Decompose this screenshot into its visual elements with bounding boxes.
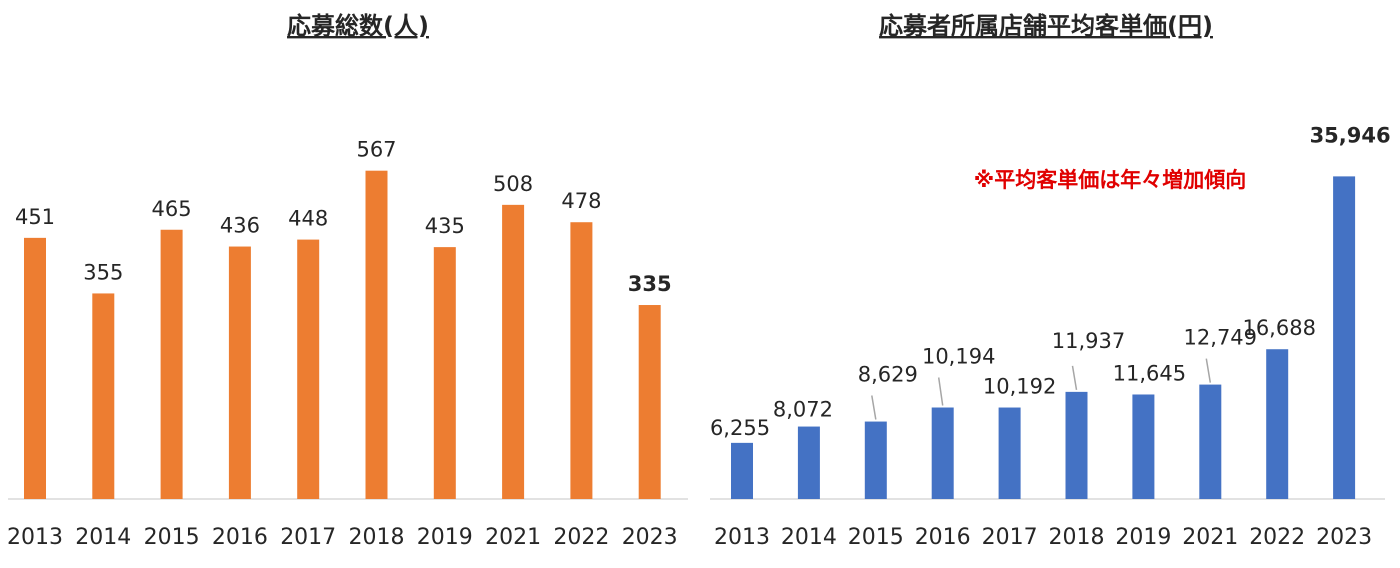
chart-title-average-spend: 応募者所属店舗平均客単価(円) — [879, 12, 1213, 40]
chart-title-applications: 応募総数(人) — [287, 12, 429, 40]
applications-bar-2014 — [92, 293, 115, 499]
bars-average-spend: 6,255 2013 8,072 2014 8,629 2015 10,194 2016 10,… — [710, 123, 1391, 550]
applications-bar-2015 — [160, 229, 183, 499]
average-spend-tick-label-2013: 2013 — [714, 525, 770, 550]
average-spend-bar-2022 — [1266, 349, 1289, 499]
average-spend-leader-line-2016 — [937, 377, 944, 406]
applications-value-label-2023: 335 — [628, 272, 672, 296]
average-spend-bar-2017 — [998, 407, 1021, 499]
average-spend-tick-label-2015: 2015 — [848, 525, 904, 550]
average-spend-value-label-2019: 11,645 — [1113, 361, 1186, 385]
average-spend-leader-line-2021 — [1205, 358, 1212, 383]
average-spend-value-label-2015: 8,629 — [858, 363, 918, 387]
average-spend-value-label-2013: 6,255 — [710, 416, 770, 440]
average-spend-tick-label-2022: 2022 — [1249, 525, 1305, 550]
applications-bar-2013 — [24, 237, 46, 499]
average-spend-bar-2019 — [1132, 394, 1155, 499]
applications-total-chart: 応募総数(人) 451 2013 355 2014 465 2015 436 2016 448 2… — [7, 12, 688, 550]
applications-tick-label-2017: 2017 — [280, 525, 336, 550]
bars-applications: 451 2013 355 2014 465 2015 436 2016 448 2017 567 20… — [7, 138, 678, 550]
applications-bar-2017 — [297, 239, 320, 499]
average-spend-value-label-2014: 8,072 — [773, 398, 833, 422]
average-spend-bar-2021 — [1199, 384, 1222, 499]
average-spend-tick-label-2023: 2023 — [1316, 525, 1372, 550]
applications-bar-2022 — [570, 222, 593, 499]
applications-value-label-2017: 448 — [288, 207, 328, 231]
applications-value-label-2013: 451 — [15, 205, 55, 229]
applications-tick-label-2018: 2018 — [349, 525, 405, 550]
average-spend-tick-label-2017: 2017 — [982, 525, 1038, 550]
average-spend-bar-2013 — [731, 442, 753, 499]
applications-tick-label-2021: 2021 — [485, 525, 541, 550]
applications-bar-2021 — [502, 204, 525, 499]
average-spend-leader-line-2018 — [1071, 365, 1078, 390]
average-spend-chart: 応募者所属店舗平均客単価(円) ※平均客単価は年々増加傾向 6,255 2013 8… — [710, 12, 1391, 550]
average-spend-bar-2016 — [931, 407, 954, 499]
average-spend-value-label-2018: 11,937 — [1052, 329, 1125, 353]
applications-tick-label-2016: 2016 — [212, 525, 268, 550]
average-spend-bar-2014 — [797, 426, 820, 499]
applications-value-label-2014: 355 — [83, 260, 123, 284]
applications-value-label-2016: 436 — [220, 214, 260, 238]
average-spend-value-label-2017: 10,192 — [983, 375, 1056, 399]
average-spend-tick-label-2019: 2019 — [1115, 525, 1171, 550]
applications-bar-2019 — [433, 247, 456, 499]
average-spend-value-label-2022: 16,688 — [1242, 316, 1315, 340]
average-spend-value-label-2021: 12,749 — [1184, 326, 1257, 350]
applications-value-label-2022: 478 — [561, 189, 601, 213]
average-spend-leader-line-2015 — [871, 395, 877, 420]
applications-bar-2018 — [365, 170, 388, 499]
average-spend-tick-label-2021: 2021 — [1182, 525, 1238, 550]
average-spend-tick-label-2014: 2014 — [781, 525, 837, 550]
average-spend-tick-label-2016: 2016 — [915, 525, 971, 550]
average-spend-bar-2023 — [1333, 176, 1356, 499]
applications-tick-label-2015: 2015 — [144, 525, 200, 550]
average-spend-value-label-2016: 10,194 — [922, 345, 995, 369]
applications-tick-label-2014: 2014 — [75, 525, 131, 550]
applications-bar-2023 — [638, 305, 661, 499]
applications-tick-label-2013: 2013 — [7, 525, 63, 550]
applications-value-label-2018: 567 — [356, 138, 396, 162]
applications-tick-label-2023: 2023 — [622, 525, 678, 550]
average-spend-bar-2018 — [1065, 391, 1088, 499]
chart-annotation: ※平均客単価は年々増加傾向 — [974, 168, 1246, 192]
applications-tick-label-2022: 2022 — [553, 525, 609, 550]
average-spend-bar-2015 — [864, 421, 887, 499]
average-spend-tick-label-2018: 2018 — [1049, 525, 1105, 550]
applications-value-label-2019: 435 — [425, 214, 465, 238]
applications-value-label-2015: 465 — [152, 197, 192, 221]
applications-tick-label-2019: 2019 — [417, 525, 473, 550]
average-spend-value-label-2023: 35,946 — [1310, 123, 1391, 147]
applications-bar-2016 — [228, 246, 251, 499]
applications-value-label-2021: 508 — [493, 172, 533, 196]
